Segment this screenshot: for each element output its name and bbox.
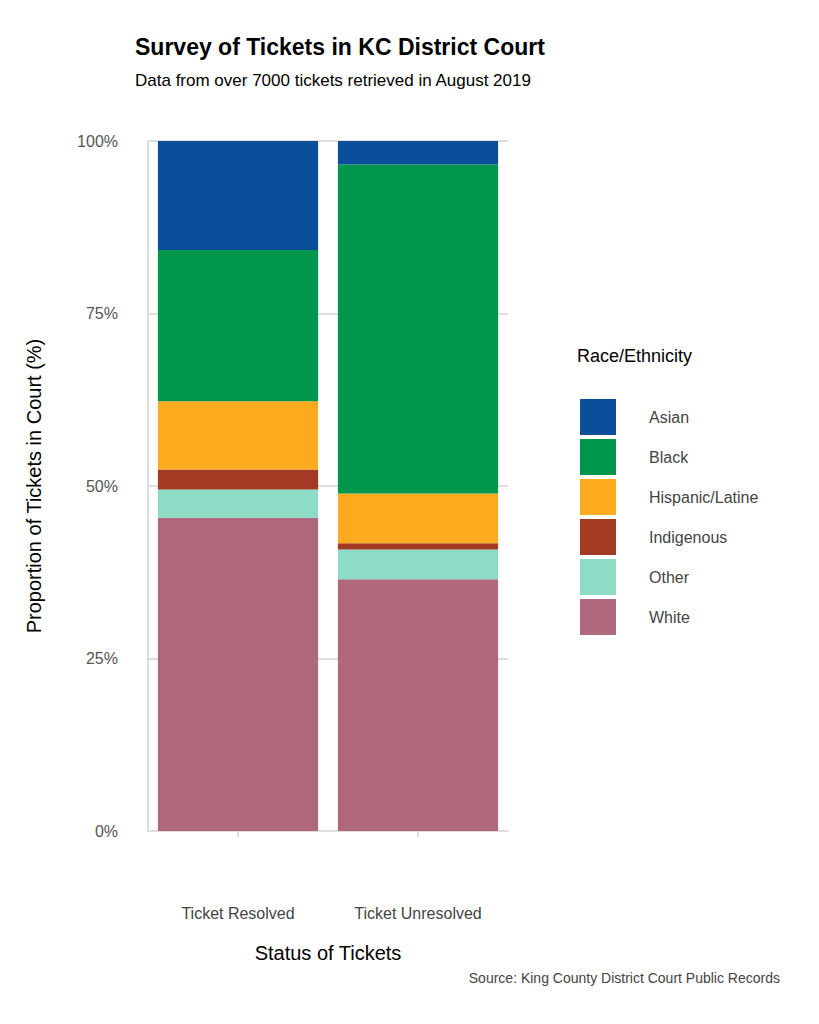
svg-text:Ticket Unresolved: Ticket Unresolved	[354, 905, 481, 922]
svg-text:Race/Ethnicity: Race/Ethnicity	[577, 346, 692, 366]
svg-text:75%: 75%	[86, 305, 118, 322]
svg-text:Survey of Tickets in KC Distri: Survey of Tickets in KC District Court	[135, 34, 545, 60]
svg-text:50%: 50%	[86, 478, 118, 495]
svg-text:25%: 25%	[86, 650, 118, 667]
svg-text:White: White	[649, 609, 690, 626]
svg-text:0%: 0%	[95, 823, 118, 840]
svg-text:Ticket Resolved: Ticket Resolved	[181, 905, 294, 922]
svg-text:Black: Black	[649, 449, 689, 466]
svg-text:Asian: Asian	[649, 409, 689, 426]
svg-text:Data from over 7000 tickets re: Data from over 7000 tickets retrieved in…	[135, 71, 531, 90]
svg-text:Hispanic/Latine: Hispanic/Latine	[649, 489, 759, 506]
svg-text:Source: King County District C: Source: King County District Court Publi…	[469, 970, 780, 986]
svg-text:Proportion of Tickets in Court: Proportion of Tickets in Court (%)	[23, 339, 45, 634]
svg-text:Status of Tickets: Status of Tickets	[255, 942, 402, 964]
svg-text:Other: Other	[649, 569, 690, 586]
svg-text:Indigenous: Indigenous	[649, 529, 727, 546]
svg-text:100%: 100%	[77, 133, 118, 150]
